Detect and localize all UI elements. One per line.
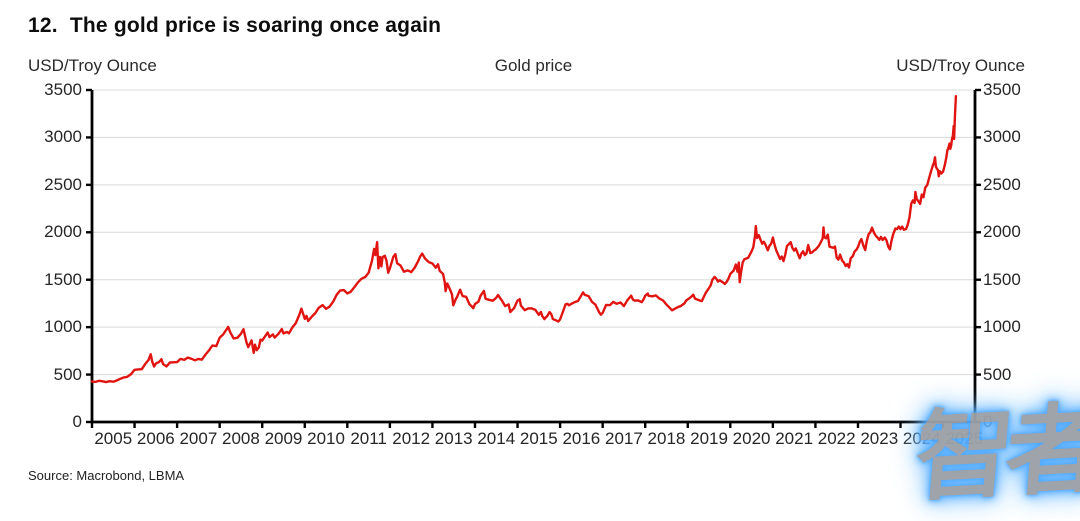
- x-tick-label: 2009: [264, 429, 303, 448]
- x-tick-label: 2010: [307, 429, 345, 448]
- y-tick-label-right: 3000: [983, 127, 1021, 147]
- x-tick-label: 2008: [222, 429, 260, 448]
- gold-price-line: [90, 94, 958, 384]
- chart-title: Gold price: [494, 56, 573, 75]
- x-tick-label: 2017: [605, 429, 643, 448]
- y-tick-label-left: 2500: [44, 174, 82, 194]
- y-tick-label-left: 3000: [44, 127, 82, 147]
- x-tick-label: 2018: [647, 429, 686, 448]
- y-tick-label-left: 1000: [44, 317, 82, 337]
- page-title: 12. The gold price is soaring once again: [28, 14, 442, 37]
- x-tick-label: 2007: [179, 429, 218, 448]
- x-tick-label: 2019: [690, 429, 728, 448]
- x-tick-label: 2021: [775, 429, 814, 448]
- source-note: Source: Macrobond, LBMA: [28, 468, 185, 483]
- y-tick-label-left: 2000: [44, 222, 82, 242]
- x-tick-label: 2022: [817, 429, 856, 448]
- x-tick-label: 2011: [350, 429, 387, 448]
- x-tick-label: 2015: [519, 429, 558, 448]
- y-tick-label-right: 1500: [983, 269, 1021, 289]
- x-tick-label: 2005: [94, 429, 133, 448]
- y-axis-unit-right: USD/Troy Ounce: [896, 56, 1025, 75]
- y-tick-label-right: 3500: [983, 80, 1021, 99]
- y-tick-label-right: 2000: [983, 222, 1021, 242]
- y-tick-label-left: 3500: [44, 80, 82, 99]
- y-tick-label-left: 500: [53, 364, 82, 384]
- x-tick-label: 2020: [732, 429, 771, 448]
- y-tick-label-right: 2500: [983, 174, 1021, 194]
- x-tick-label: 2024: [902, 429, 941, 448]
- y-tick-label-left: 1500: [44, 269, 82, 289]
- x-tick-label: 2023: [860, 429, 899, 448]
- y-tick-label-right: 500: [983, 364, 1012, 384]
- x-tick-label: 2014: [477, 429, 516, 448]
- watermark-text: 智者: [910, 393, 1080, 513]
- x-tick-label: 2016: [562, 429, 601, 448]
- x-tick-label: 2025: [945, 429, 984, 448]
- x-tick-label: 2012: [392, 429, 431, 448]
- y-tick-label-left: 0: [72, 412, 82, 431]
- y-axis-unit-left: USD/Troy Ounce: [28, 56, 157, 75]
- x-tick-label: 2013: [434, 429, 473, 448]
- y-tick-label-right: 1000: [983, 317, 1021, 337]
- y-tick-label-right: 0: [983, 412, 993, 431]
- x-tick-label: 2006: [136, 429, 175, 448]
